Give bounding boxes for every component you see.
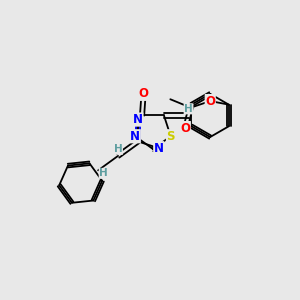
- Text: H: H: [99, 168, 108, 178]
- Text: S: S: [167, 130, 175, 143]
- Text: O: O: [205, 94, 215, 108]
- Text: H: H: [114, 144, 122, 154]
- Text: H: H: [184, 104, 193, 114]
- Text: N: N: [154, 142, 164, 155]
- Text: O: O: [180, 122, 190, 135]
- Text: N: N: [130, 130, 140, 143]
- Text: O: O: [139, 87, 148, 101]
- Text: N: N: [133, 113, 143, 126]
